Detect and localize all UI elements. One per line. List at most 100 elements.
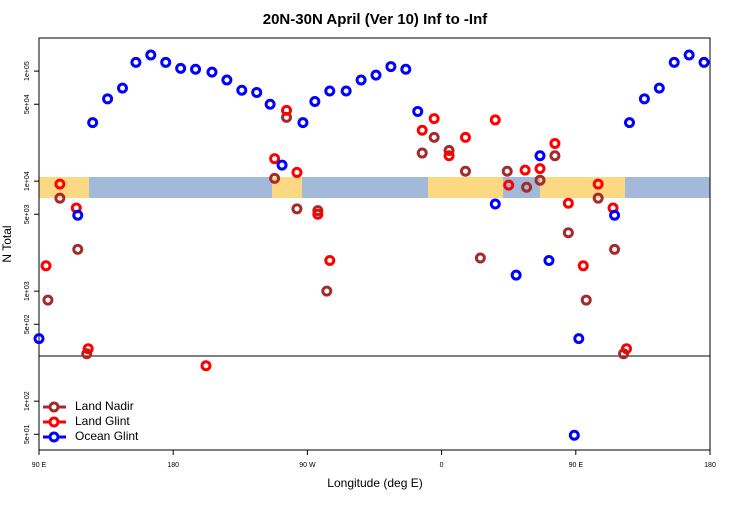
point — [221, 74, 233, 86]
land-patch — [272, 177, 302, 198]
land-patch — [428, 177, 503, 198]
legend-marker — [48, 431, 60, 443]
point — [428, 113, 440, 125]
point — [562, 197, 574, 209]
point — [251, 86, 263, 98]
point — [130, 56, 142, 68]
point — [428, 131, 440, 143]
point — [623, 117, 635, 129]
y-tick-label: 1e+02 — [24, 391, 31, 411]
series-points — [33, 49, 710, 441]
point — [42, 294, 54, 306]
point — [291, 203, 303, 215]
land-patch — [540, 177, 625, 198]
point — [501, 165, 513, 177]
point — [72, 243, 84, 255]
y-tick-label: 5e+03 — [24, 204, 31, 224]
x-axis-label: Longitude (deg E) — [327, 476, 422, 490]
point — [534, 174, 546, 186]
point — [145, 49, 157, 61]
plot-frame — [38, 37, 711, 451]
point — [549, 150, 561, 162]
legend-marker — [48, 416, 60, 428]
y-tick-label: 5e+01 — [24, 424, 31, 444]
point — [324, 85, 336, 97]
point — [549, 137, 561, 149]
point — [33, 333, 45, 345]
chart-title: 20N-30N April (Ver 10) Inf to -Inf — [263, 11, 488, 28]
point — [416, 124, 428, 136]
legend-marker — [48, 401, 60, 413]
x-tick-label: 90 W — [299, 462, 316, 469]
point — [276, 159, 288, 171]
point — [510, 269, 522, 281]
legend-label: Ocean Glint — [75, 429, 139, 443]
y-axis-label: N Total — [0, 225, 14, 262]
y-tick-label: 5e+02 — [24, 314, 31, 334]
point — [54, 192, 66, 204]
legend-label: Land Glint — [75, 414, 130, 428]
point — [309, 95, 321, 107]
point — [592, 192, 604, 204]
point — [443, 150, 455, 162]
x-tick-label: 180 — [167, 462, 179, 469]
point — [534, 150, 546, 162]
point — [236, 84, 248, 96]
point — [609, 209, 621, 221]
point — [443, 144, 455, 156]
point — [264, 98, 276, 110]
point — [355, 74, 367, 86]
point — [312, 208, 324, 220]
y-tick-label: 1e+03 — [24, 281, 31, 301]
x-tick-label: 90 E — [569, 462, 584, 469]
x-tick-label: 0 — [440, 462, 444, 469]
point — [206, 66, 218, 78]
point — [72, 209, 84, 221]
point — [459, 165, 471, 177]
point — [269, 153, 281, 165]
point — [592, 178, 604, 190]
point — [474, 252, 486, 264]
point — [82, 343, 94, 355]
point — [40, 260, 52, 272]
map-strip — [39, 177, 710, 198]
point — [87, 117, 99, 129]
point — [412, 105, 424, 117]
point — [489, 114, 501, 126]
point — [321, 285, 333, 297]
point — [54, 178, 66, 190]
point — [489, 198, 501, 210]
point — [81, 348, 93, 360]
x-tick-label: 180 — [704, 462, 716, 469]
point — [534, 163, 546, 175]
point — [521, 181, 533, 193]
point — [160, 56, 172, 68]
point — [503, 179, 515, 191]
point — [297, 117, 309, 129]
y-tick-label: 5e+04 — [24, 94, 31, 114]
x-tick-label: 90 E — [32, 462, 47, 469]
point — [459, 131, 471, 143]
point — [683, 49, 695, 61]
point — [698, 56, 710, 68]
point — [568, 429, 580, 441]
point — [102, 93, 114, 105]
series-points — [40, 104, 632, 372]
point — [653, 82, 665, 94]
point — [370, 69, 382, 81]
point — [269, 172, 281, 184]
y-tick-label: 1e+05 — [24, 61, 31, 81]
point — [562, 227, 574, 239]
point — [668, 56, 680, 68]
point — [609, 243, 621, 255]
point — [620, 343, 632, 355]
point — [281, 104, 293, 116]
point — [638, 93, 650, 105]
point — [291, 166, 303, 178]
point — [340, 85, 352, 97]
point — [519, 164, 531, 176]
point — [200, 360, 212, 372]
point — [573, 333, 585, 345]
